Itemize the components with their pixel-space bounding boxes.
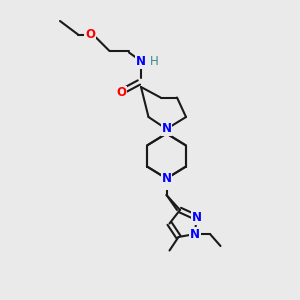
Text: N: N xyxy=(161,122,172,136)
Text: N: N xyxy=(161,176,172,190)
Text: N: N xyxy=(136,55,146,68)
Text: N: N xyxy=(191,211,202,224)
Text: N: N xyxy=(161,172,172,185)
Text: H: H xyxy=(150,55,159,68)
Text: O: O xyxy=(116,86,127,100)
Text: O: O xyxy=(85,28,95,41)
Text: N: N xyxy=(190,227,200,241)
